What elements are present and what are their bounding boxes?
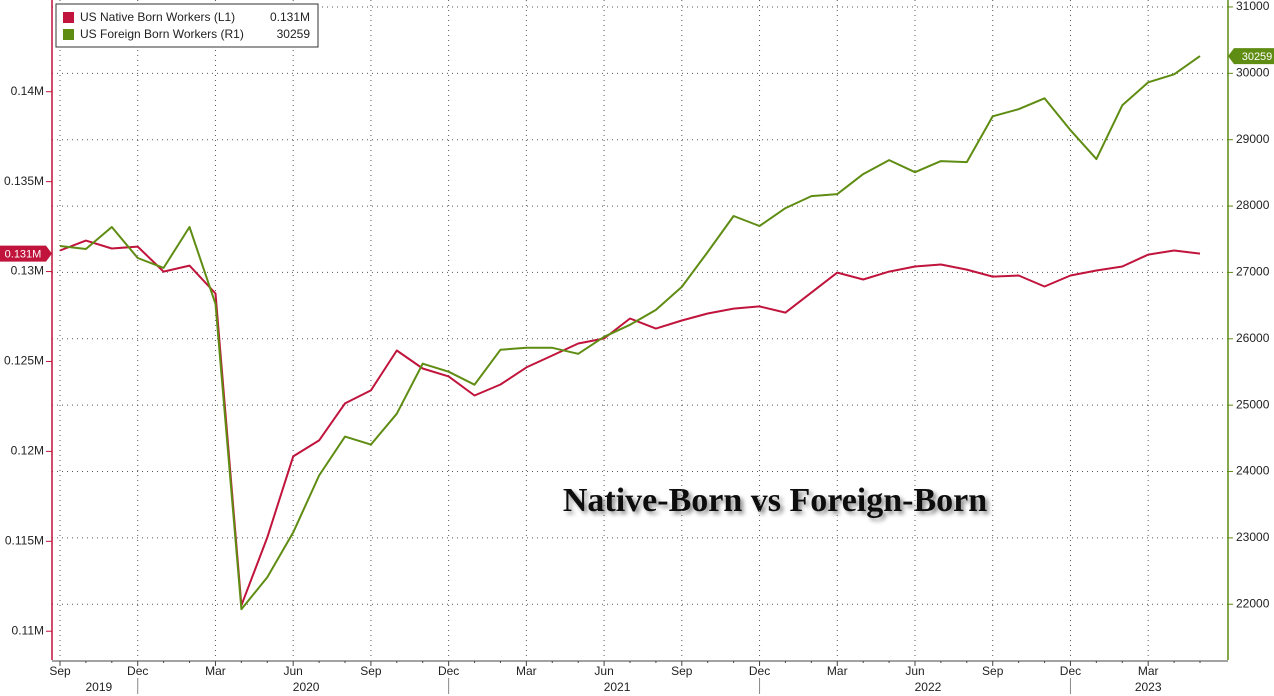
x-tick-label: Jun [284,664,303,678]
x-tick-label: Sep [671,664,693,678]
y2-tick-label: 29000 [1236,132,1270,146]
year-label: 2021 [604,680,631,694]
y-tick-label: 0.115M [5,533,44,547]
y2-tick-label: 22000 [1236,596,1270,610]
y2-tick-label: 26000 [1236,331,1270,345]
x-tick-label: Mar [205,664,226,678]
series-line [59,239,1201,607]
year-label: 2019 [86,680,113,694]
x-axis-band [0,662,1274,696]
y-tick-label: 0.12M [11,444,44,458]
x-tick-label: Jun [905,664,924,678]
y-tick-label: 0.125M [4,354,44,368]
x-tick-label: Sep [49,664,71,678]
y-tick-label: 0.13M [11,264,44,278]
y-tick-label: 0.135M [4,174,44,188]
x-tick-label: Mar [827,664,848,678]
x-tick-label: Dec [749,664,770,678]
x-tick-label: Sep [360,664,382,678]
y2-tick-label: 25000 [1236,397,1270,411]
legend: US Native Born Workers (L1) 0.131M US Fore… [55,3,319,48]
x-tick-label: Mar [1138,664,1159,678]
y2-tick-label: 23000 [1236,530,1270,544]
y2-tick-label: 28000 [1236,198,1270,212]
year-label: 2022 [915,680,942,694]
series-line [59,55,1201,611]
x-tick-label: Sep [982,664,1004,678]
legend-label: US Foreign Born Workers (R1) [80,27,244,41]
last-value-label: 30259 [1242,51,1273,63]
x-tick-label: Dec [438,664,459,678]
legend-swatch [63,29,74,40]
y2-tick-label: 31000 [1236,0,1270,13]
y-tick-label: 0.14M [11,84,44,98]
y2-tick-label: 27000 [1236,265,1270,279]
legend-value: 0.131M [270,10,310,24]
year-label: 2020 [293,680,320,694]
year-label: 2023 [1135,680,1162,694]
x-tick-label: Dec [1060,664,1081,678]
legend-swatch [63,12,74,23]
y2-tick-label: 24000 [1236,464,1270,478]
x-tick-label: Jun [594,664,613,678]
last-value-label: 0.131M [5,248,42,260]
last-value-tag [1228,48,1274,65]
annotation: Native-Born vs Foreign-Born [563,482,987,519]
y2-tick-label: 30000 [1236,66,1270,80]
legend-value: 30259 [277,27,311,41]
x-tick-label: Dec [127,664,148,678]
y-tick-label: 0.11M [12,623,44,637]
legend-label: US Native Born Workers (L1) [80,10,235,24]
last-value-tag [0,245,52,262]
x-tick-label: Mar [516,664,537,678]
legend-box [55,3,319,48]
